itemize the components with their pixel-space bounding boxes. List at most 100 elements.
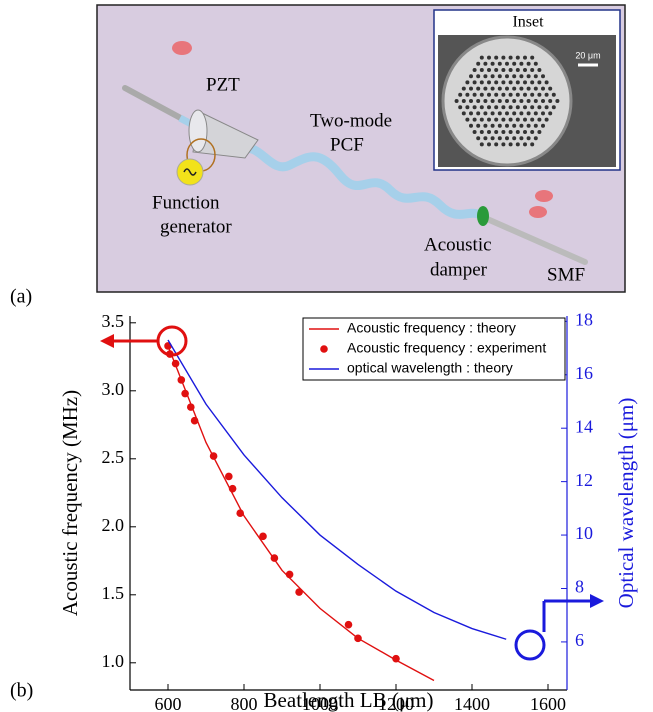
air-hole xyxy=(483,86,488,91)
data-point xyxy=(344,620,353,629)
air-hole xyxy=(487,117,491,122)
air-hole xyxy=(465,117,470,122)
air-hole xyxy=(541,111,545,116)
air-hole xyxy=(530,117,535,122)
diagram: Inset 20 μm PZT Two-mode PCF Function ge… xyxy=(96,4,626,293)
light-spot xyxy=(172,41,192,55)
air-hole xyxy=(530,55,535,60)
air-hole xyxy=(494,55,499,60)
air-hole xyxy=(497,111,502,116)
air-hole xyxy=(512,111,517,116)
air-hole xyxy=(537,105,542,110)
air-hole xyxy=(526,111,531,116)
x-tick-label: 1600 xyxy=(530,694,566,712)
air-hole xyxy=(533,61,538,66)
air-hole xyxy=(515,130,520,134)
scale-label: 20 μm xyxy=(575,50,600,60)
data-point xyxy=(270,554,279,562)
air-hole xyxy=(551,92,556,97)
air-hole xyxy=(501,142,506,147)
series-line xyxy=(167,345,435,682)
legend-label: Acoustic frequency : theory xyxy=(347,320,516,336)
air-hole xyxy=(469,86,473,91)
air-hole xyxy=(497,123,502,128)
air-hole xyxy=(512,136,517,141)
air-hole xyxy=(483,61,488,66)
air-hole xyxy=(548,86,553,91)
air-hole xyxy=(472,80,477,85)
damper-label: Acoustic xyxy=(424,234,492,255)
air-hole xyxy=(487,80,491,85)
air-hole xyxy=(476,123,481,128)
data-point xyxy=(354,634,362,643)
data-point xyxy=(209,452,218,460)
air-hole xyxy=(483,99,488,103)
air-hole xyxy=(483,74,488,79)
x-tick-label: 800 xyxy=(231,694,258,712)
y2-tick-label: 14 xyxy=(575,416,593,436)
air-hole xyxy=(483,123,488,128)
air-hole xyxy=(494,68,499,72)
air-hole xyxy=(523,117,527,122)
air-hole xyxy=(519,99,524,103)
air-hole xyxy=(541,74,545,79)
air-hole xyxy=(523,92,527,97)
inset-title: Inset xyxy=(512,14,544,31)
data-point xyxy=(285,570,294,579)
y-tick-label: 1.5 xyxy=(102,583,125,603)
fg-label: generator xyxy=(160,216,232,237)
data-point xyxy=(190,416,199,425)
y-tick-label: 3.5 xyxy=(102,311,125,331)
air-hole xyxy=(515,80,520,85)
air-hole xyxy=(501,68,506,72)
x-tick-label: 1400 xyxy=(454,694,490,712)
air-hole xyxy=(472,105,477,110)
y2-tick-label: 8 xyxy=(575,577,584,597)
air-hole xyxy=(494,130,499,134)
air-hole xyxy=(519,123,524,128)
air-hole xyxy=(476,111,481,116)
air-hole xyxy=(494,105,499,110)
air-hole xyxy=(479,68,484,72)
air-hole xyxy=(508,68,513,72)
x-tick-label: 1000 xyxy=(302,694,338,712)
panel-label: (b) xyxy=(10,680,33,702)
air-hole xyxy=(490,86,495,91)
air-hole xyxy=(501,80,506,85)
air-hole xyxy=(469,99,473,103)
air-hole xyxy=(461,99,466,103)
data-point xyxy=(181,389,189,398)
air-hole xyxy=(469,123,473,128)
air-hole xyxy=(508,92,513,97)
air-hole xyxy=(458,105,463,110)
air-holes xyxy=(454,55,560,147)
air-hole xyxy=(497,136,502,141)
panel-label: (a) xyxy=(10,286,32,308)
series-line xyxy=(167,339,507,640)
air-hole xyxy=(487,55,491,60)
air-hole xyxy=(505,74,509,79)
air-hole xyxy=(519,86,524,91)
air-hole xyxy=(533,136,538,141)
air-hole xyxy=(479,142,484,147)
data-point xyxy=(177,376,186,384)
damper xyxy=(477,206,489,226)
highlight-circle xyxy=(156,325,188,357)
air-hole xyxy=(537,117,542,122)
air-hole xyxy=(555,99,560,103)
air-hole xyxy=(479,92,484,97)
air-hole xyxy=(515,117,520,122)
air-hole xyxy=(544,105,549,110)
y2-tick-label: 6 xyxy=(575,630,584,650)
air-hole xyxy=(523,55,527,60)
air-hole xyxy=(512,123,517,128)
air-hole xyxy=(497,99,502,103)
air-hole xyxy=(526,136,531,141)
y-tick-label: 2.5 xyxy=(102,447,125,467)
air-hole xyxy=(515,142,520,147)
air-hole xyxy=(490,111,495,116)
air-hole xyxy=(523,105,527,110)
x-tick-label: 600 xyxy=(155,694,182,712)
pcf-label: Two-mode xyxy=(310,110,392,131)
air-hole xyxy=(487,130,491,134)
